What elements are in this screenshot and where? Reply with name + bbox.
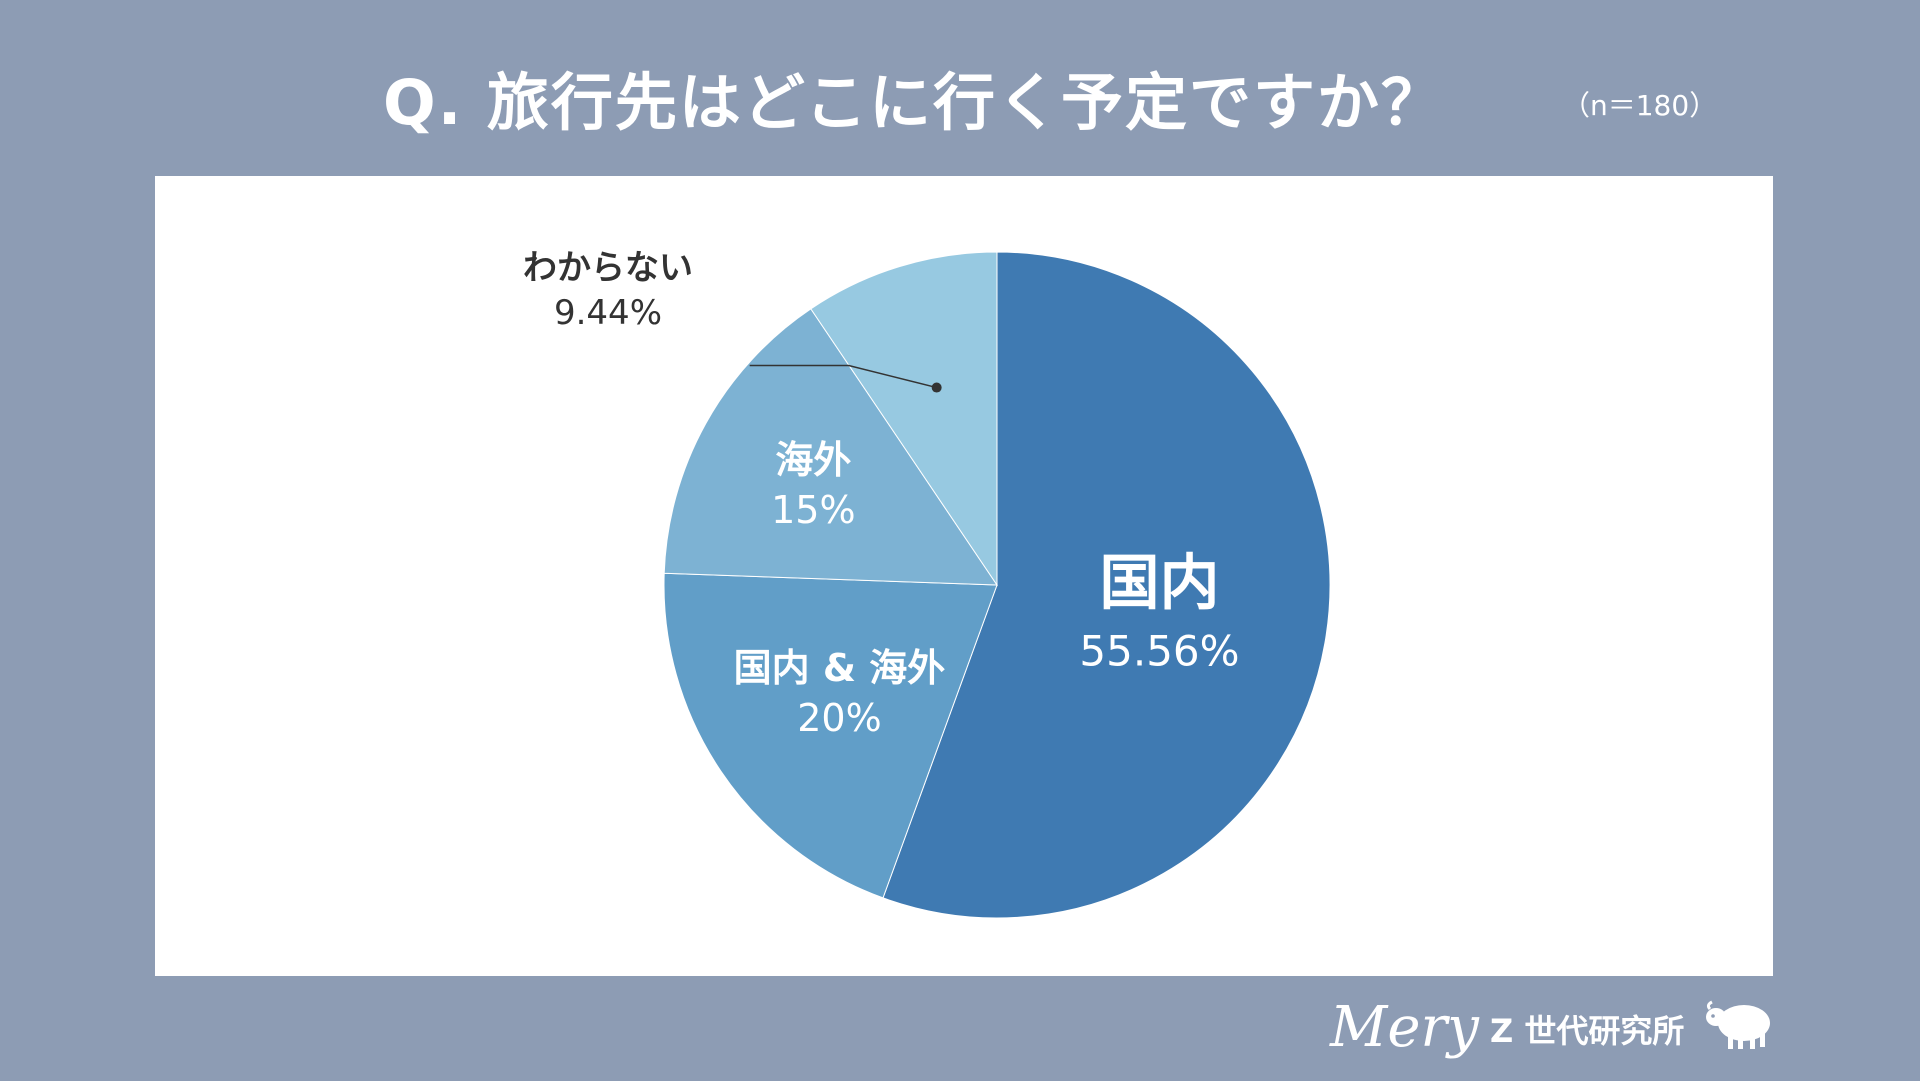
slice-label-1: 国内 & 海外 bbox=[734, 646, 946, 690]
pie-slice-1 bbox=[663, 572, 998, 899]
pie-slice-3 bbox=[810, 251, 998, 587]
pie-slice-2 bbox=[663, 308, 998, 586]
page-title: Q. 旅行先はどこに行く予定ですか？ bbox=[383, 66, 1445, 139]
sheep-icon bbox=[1706, 1000, 1770, 1049]
slice-value-3: 9.44% bbox=[554, 293, 662, 333]
slice-value-0: 55.56% bbox=[1079, 627, 1239, 676]
mery-logo: Mery bbox=[1330, 995, 1479, 1060]
sample-size: （n＝180） bbox=[1562, 89, 1718, 122]
pie-slice-0 bbox=[882, 251, 1331, 919]
slice-value-2: 15% bbox=[771, 488, 855, 532]
slice-value-1: 20% bbox=[797, 696, 881, 740]
slice-label-0: 国内 bbox=[1099, 549, 1219, 619]
slice-label-3: わからない bbox=[523, 248, 693, 288]
callout-line bbox=[749, 364, 937, 389]
brand-name: Z 世代研究所 bbox=[1490, 1012, 1685, 1050]
slice-label-2: 海外 bbox=[775, 438, 851, 482]
